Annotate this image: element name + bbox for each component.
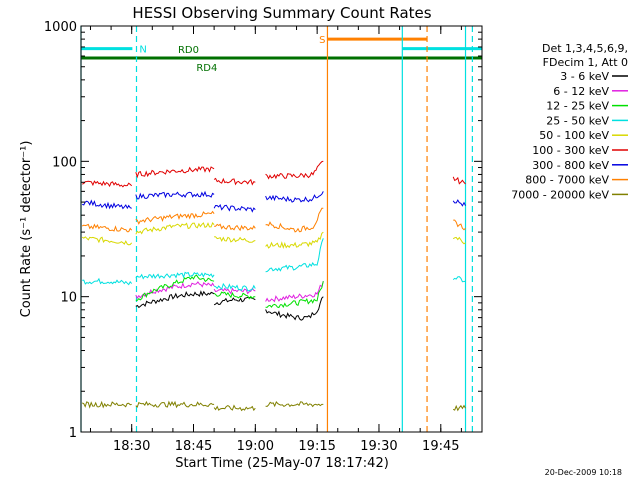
series-line [453, 219, 466, 231]
series-line [135, 290, 215, 309]
series-line [82, 277, 133, 286]
series-line [452, 276, 466, 283]
legend-entry-label: 3 - 6 keV [560, 70, 609, 83]
legend-entry-label: 7000 - 20000 keV [511, 188, 609, 201]
series-line [265, 191, 324, 203]
legend-entry-label: 6 - 12 keV [553, 85, 609, 98]
annotation-label: RD0 [178, 45, 199, 56]
series-line [135, 210, 215, 225]
x-tick-label: 18:45 [175, 439, 212, 454]
series-line [265, 160, 324, 180]
series-line [213, 203, 256, 213]
annotation-label: S [319, 35, 325, 46]
series-line [135, 274, 215, 301]
axes-layer: 18:30 18:45 19:00 19:15 19:30 19:45 1 10 100 1000 [44, 20, 483, 454]
y-axis-label: Count Rate (s⁻¹ detector⁻¹) [19, 141, 34, 318]
series-line [265, 231, 324, 250]
series-line [213, 282, 256, 292]
legend-header-line: Det 1,3,4,5,6,9, [542, 42, 628, 55]
series-line [135, 400, 215, 409]
series-line [81, 236, 133, 246]
series-line [265, 400, 324, 408]
series-line [265, 238, 324, 273]
chart-title: HESSI Observing Summary Count Rates [132, 4, 431, 22]
footer-date: 20-Dec-2009 10:18 [545, 468, 622, 477]
series-line [81, 223, 133, 233]
x-axis-label: Start Time (25-May-07 18:17:42) [175, 456, 389, 471]
legend-entry-label: 300 - 800 keV [532, 159, 609, 172]
y-tick-label: 1000 [44, 20, 77, 35]
series-line [213, 404, 256, 412]
series-line [214, 223, 256, 232]
series-line [213, 287, 256, 295]
series-line [81, 180, 133, 188]
plot-frame [80, 25, 483, 433]
y-tick-label: 1 [69, 426, 77, 441]
x-tick-label: 19:15 [298, 439, 335, 454]
series-line [265, 281, 324, 303]
annotation-label: RD4 [196, 63, 217, 74]
x-tick-label: 19:45 [422, 439, 459, 454]
legend-entry-label: 800 - 7000 keV [525, 174, 609, 187]
annotation-label: N [139, 45, 146, 56]
series-line [452, 199, 466, 207]
series-line [265, 296, 324, 321]
series-line [135, 222, 215, 235]
series-line [82, 400, 132, 409]
series-line [135, 271, 215, 280]
vertical-markers-layer [80, 26, 473, 432]
series-line [82, 199, 132, 210]
legend-entry-label: 100 - 300 keV [532, 144, 609, 157]
series-line [265, 207, 324, 233]
series-line [214, 236, 256, 243]
x-tick-label: 19:00 [237, 439, 274, 454]
series-line [452, 236, 466, 245]
legend-entry-label: 50 - 100 keV [539, 129, 609, 142]
series-layer [81, 160, 466, 412]
x-tick-label: 18:30 [113, 439, 150, 454]
legend: Det 1,3,4,5,6,9,FDecim 1, Att 03 - 6 keV… [511, 42, 628, 201]
series-line [452, 176, 466, 185]
legend-entry-label: 12 - 25 keV [546, 100, 609, 113]
x-tick-label: 19:30 [360, 439, 397, 454]
series-line [452, 404, 466, 412]
legend-header-line: FDecim 1, Att 0 [543, 56, 628, 69]
legend-entry-label: 25 - 50 keV [546, 114, 609, 127]
series-line [265, 281, 324, 309]
series-line [213, 291, 256, 300]
y-tick-label: 100 [52, 155, 77, 170]
series-line [135, 190, 215, 200]
y-tick-label: 10 [60, 291, 77, 306]
series-line [213, 177, 256, 186]
series-line [135, 165, 215, 179]
annotations-layer: N RD0 RD4 S [81, 35, 482, 74]
